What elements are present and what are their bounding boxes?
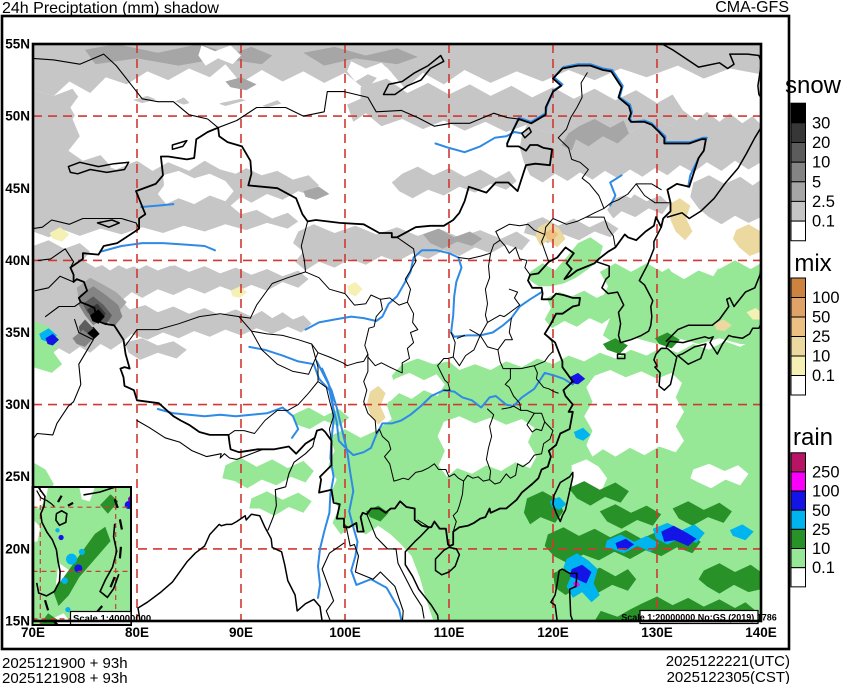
svg-text:15N: 15N <box>5 614 30 629</box>
svg-text:Scale 1:20000000 No:GS (2019): Scale 1:20000000 No:GS (2019) 1786 <box>621 613 777 623</box>
svg-text:2025122305(CST): 2025122305(CST) <box>667 669 790 684</box>
svg-text:2.5: 2.5 <box>812 193 835 211</box>
svg-text:25: 25 <box>812 521 830 539</box>
svg-text:20: 20 <box>812 134 830 152</box>
svg-text:50: 50 <box>812 309 830 327</box>
svg-text:140E: 140E <box>745 625 777 640</box>
svg-text:100E: 100E <box>329 625 361 640</box>
svg-text:Scale 1:40000000: Scale 1:40000000 <box>73 614 151 625</box>
svg-text:25N: 25N <box>5 469 30 484</box>
svg-text:50: 50 <box>812 502 830 520</box>
svg-text:40N: 40N <box>5 253 30 268</box>
svg-text:35N: 35N <box>5 325 30 340</box>
svg-text:45N: 45N <box>5 181 30 196</box>
svg-text:24h Preciptation (mm) shadow: 24h Preciptation (mm) shadow <box>2 0 219 17</box>
svg-text:130E: 130E <box>641 625 673 640</box>
svg-text:30: 30 <box>812 114 830 132</box>
svg-text:120E: 120E <box>537 625 569 640</box>
svg-text:0.1: 0.1 <box>812 367 835 385</box>
svg-text:snow: snow <box>785 72 841 99</box>
svg-text:rain: rain <box>793 424 833 451</box>
svg-text:110E: 110E <box>434 625 465 640</box>
svg-text:250: 250 <box>812 463 840 481</box>
svg-text:90E: 90E <box>229 625 253 640</box>
svg-text:0.1: 0.1 <box>812 213 835 231</box>
svg-text:10: 10 <box>812 154 830 172</box>
svg-text:100: 100 <box>812 289 840 307</box>
svg-text:10: 10 <box>812 540 830 558</box>
svg-text:55N: 55N <box>5 37 30 52</box>
svg-text:2025122221(UTC): 2025122221(UTC) <box>666 653 790 670</box>
svg-text:2025121900 + 93h: 2025121900 + 93h <box>2 655 128 672</box>
svg-text:CMA-GFS: CMA-GFS <box>715 0 789 16</box>
svg-text:20N: 20N <box>5 541 30 556</box>
svg-text:5: 5 <box>812 173 821 191</box>
svg-text:100: 100 <box>812 483 840 501</box>
svg-text:10: 10 <box>812 348 830 366</box>
svg-text:50N: 50N <box>5 109 30 124</box>
svg-text:70E: 70E <box>21 625 45 640</box>
svg-text:80E: 80E <box>125 625 149 640</box>
svg-text:25: 25 <box>812 328 830 346</box>
svg-text:2025121908 + 93h: 2025121908 + 93h <box>2 670 128 684</box>
svg-text:0.1: 0.1 <box>812 559 835 577</box>
svg-text:30N: 30N <box>5 397 30 412</box>
svg-text:mix: mix <box>794 250 831 277</box>
